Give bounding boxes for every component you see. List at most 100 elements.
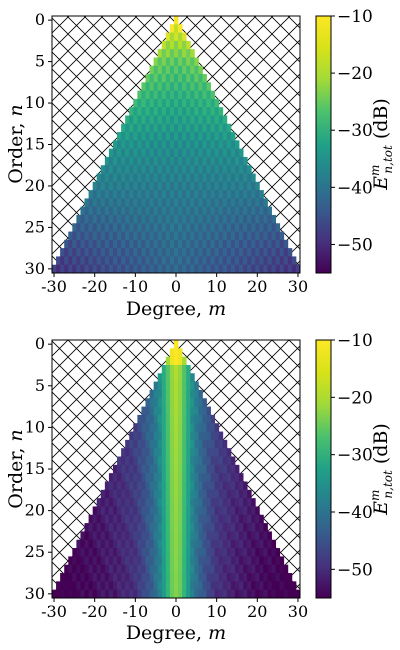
heatmap-cell xyxy=(137,573,142,582)
heatmap-cell xyxy=(178,223,183,232)
heatmap-cell xyxy=(145,439,150,449)
heatmap-cell xyxy=(129,115,134,125)
heatmap-cell xyxy=(169,264,175,274)
heatmap-cell xyxy=(125,181,130,191)
heatmap-cell xyxy=(161,148,167,158)
heatmap-cell xyxy=(190,414,195,424)
heatmap-cell xyxy=(125,523,130,532)
heatmap-cell xyxy=(239,264,244,274)
heatmap-cell xyxy=(190,539,195,549)
heatmap-cell xyxy=(133,115,138,125)
heatmap-cell xyxy=(169,506,175,516)
heatmap-cell xyxy=(76,231,81,241)
heatmap-cell xyxy=(247,198,252,208)
heatmap-cell xyxy=(92,573,98,582)
heatmap-cell xyxy=(194,523,199,532)
heatmap-cell xyxy=(178,115,183,125)
heatmap-cell xyxy=(198,248,203,257)
heatmap-cell xyxy=(206,173,211,183)
heatmap-cell xyxy=(64,248,69,257)
heatmap-cell xyxy=(210,181,216,191)
heatmap-cell xyxy=(226,556,232,566)
heatmap-cell xyxy=(112,248,118,257)
heatmap-cell xyxy=(104,223,110,232)
heatmap-cell xyxy=(190,256,195,266)
heatmap-cell xyxy=(121,206,126,216)
heatmap-cell xyxy=(161,239,167,249)
heatmap-cell xyxy=(194,173,199,183)
heatmap-cell xyxy=(153,481,159,491)
heatmap-cell xyxy=(202,473,207,482)
heatmap-cell xyxy=(121,531,126,541)
heatmap-cell xyxy=(161,231,167,241)
heatmap-cell xyxy=(230,506,236,516)
heatmap-cell xyxy=(145,239,150,249)
heatmap-cell xyxy=(133,564,138,574)
heatmap-cell xyxy=(186,514,191,524)
y-tick-label: 5 xyxy=(35,52,45,71)
heatmap-cell xyxy=(137,148,142,158)
heatmap-cell xyxy=(165,181,171,191)
heatmap-cell xyxy=(210,481,216,491)
heatmap-cell xyxy=(255,231,260,241)
heatmap-cell xyxy=(137,132,142,141)
heatmap-cell xyxy=(68,239,73,249)
heatmap-cell xyxy=(141,564,146,574)
heatmap-cell xyxy=(182,115,187,125)
heatmap-cell xyxy=(279,231,285,241)
heatmap-cell xyxy=(169,115,175,125)
heatmap-cell xyxy=(226,248,232,257)
heatmap-cell xyxy=(129,498,134,507)
heatmap-cell xyxy=(173,82,179,92)
x-tick-label: 10 xyxy=(206,277,226,296)
heatmap-cell xyxy=(186,473,191,482)
heatmap-cell xyxy=(178,556,183,566)
heatmap-cell xyxy=(125,173,130,183)
heatmap-cell xyxy=(112,523,118,532)
colorbar-tick-label: −30 xyxy=(337,446,373,466)
heatmap-cell xyxy=(230,132,236,141)
heatmap-cell xyxy=(145,264,150,274)
heatmap-cell xyxy=(202,514,207,524)
y-tick-label: 15 xyxy=(25,459,45,478)
heatmap-cell xyxy=(129,539,134,549)
heatmap-cell xyxy=(117,206,122,216)
heatmap-cell xyxy=(145,514,150,524)
heatmap-cell xyxy=(149,506,155,516)
heatmap-cell xyxy=(271,264,277,274)
heatmap-cell xyxy=(178,74,183,83)
heatmap-cell xyxy=(259,539,264,549)
heatmap-cell xyxy=(169,464,175,474)
heatmap-cell xyxy=(182,132,187,141)
heatmap-cell xyxy=(112,514,118,524)
heatmap-cell xyxy=(88,231,94,241)
heatmap-cell xyxy=(247,489,252,499)
heatmap-cell xyxy=(76,214,81,224)
heatmap-cell xyxy=(194,406,199,416)
heatmap-cell xyxy=(202,140,207,150)
heatmap-cell xyxy=(88,556,94,566)
heatmap-cell xyxy=(153,414,159,424)
heatmap-cell xyxy=(157,589,163,599)
y-tick-label: 30 xyxy=(25,259,45,278)
heatmap-cell xyxy=(145,456,150,466)
heatmap-cell xyxy=(161,140,167,150)
heatmap-cell xyxy=(133,231,138,241)
heatmap-cell xyxy=(263,264,268,274)
heatmap-cell xyxy=(190,523,195,532)
heatmap-cell xyxy=(190,198,195,208)
heatmap-cell xyxy=(243,223,248,232)
heatmap-cell xyxy=(108,489,114,499)
heatmap-cell xyxy=(169,406,175,416)
heatmap-cell xyxy=(104,198,110,208)
heatmap-cell xyxy=(194,548,199,557)
heatmap-cell xyxy=(275,264,281,274)
heatmap-cell xyxy=(178,190,183,199)
heatmap-cell xyxy=(133,198,138,208)
heatmap-cell xyxy=(186,431,191,441)
heatmap-cell xyxy=(226,256,232,266)
heatmap-cell xyxy=(234,531,240,541)
heatmap-cell xyxy=(125,514,130,524)
heatmap-cell xyxy=(190,514,195,524)
heatmap-cell xyxy=(76,239,81,249)
